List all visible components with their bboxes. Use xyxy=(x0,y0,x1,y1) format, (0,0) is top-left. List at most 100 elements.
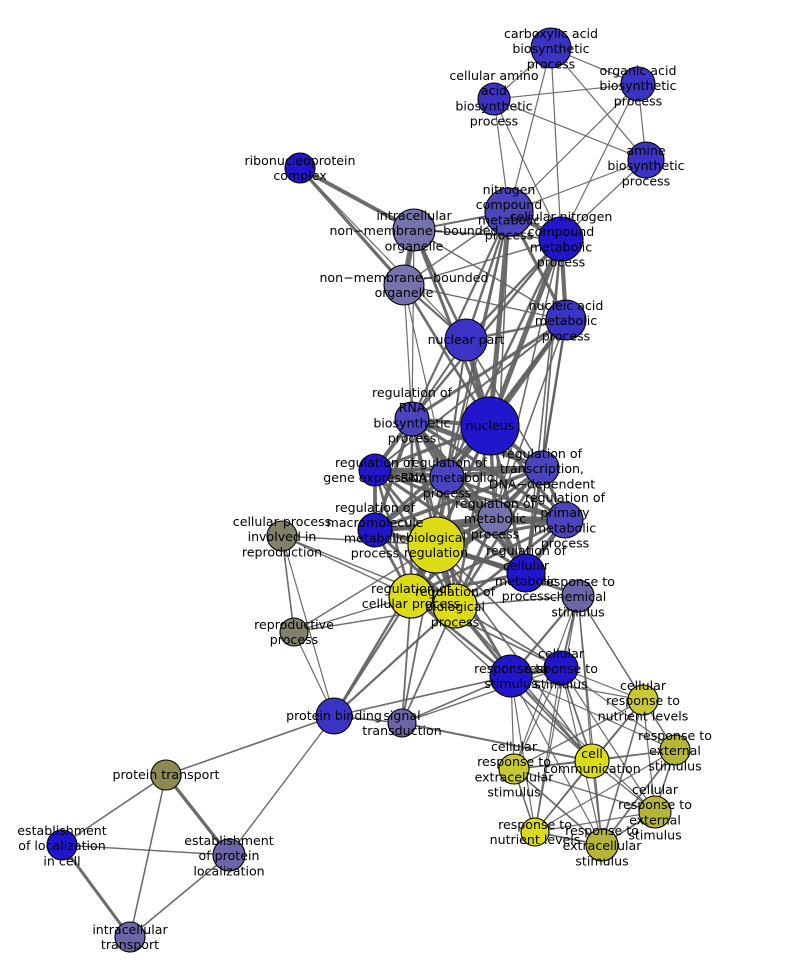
network-node[interactable] xyxy=(524,450,560,486)
network-edge[interactable] xyxy=(403,284,567,321)
network-node[interactable] xyxy=(506,553,546,593)
network-edge[interactable] xyxy=(487,209,512,429)
network-node[interactable] xyxy=(383,264,425,306)
network-edge[interactable] xyxy=(298,166,416,232)
network-node[interactable] xyxy=(46,829,78,861)
network-edge[interactable] xyxy=(513,667,562,770)
network-edge[interactable] xyxy=(332,594,413,718)
network-edge[interactable] xyxy=(453,424,492,608)
network-edge[interactable] xyxy=(550,47,562,240)
network-edge[interactable] xyxy=(401,544,437,724)
network-node[interactable] xyxy=(358,453,392,487)
network-edge[interactable] xyxy=(513,768,603,846)
network-node[interactable] xyxy=(212,838,246,872)
network-edge[interactable] xyxy=(401,667,562,724)
network-node[interactable] xyxy=(392,208,436,252)
network-node[interactable] xyxy=(407,516,465,574)
network-edge[interactable] xyxy=(601,749,676,846)
network-node[interactable] xyxy=(574,743,610,779)
network-node[interactable] xyxy=(150,759,182,791)
network-node[interactable] xyxy=(477,82,511,116)
network-node[interactable] xyxy=(460,396,520,456)
network-node[interactable] xyxy=(315,697,353,735)
network-node[interactable] xyxy=(489,654,533,698)
network-edge[interactable] xyxy=(508,47,552,213)
network-edge[interactable] xyxy=(333,675,512,717)
network-node[interactable] xyxy=(284,152,316,184)
network-node[interactable] xyxy=(561,579,595,613)
network-edge[interactable] xyxy=(281,535,295,633)
network-edge[interactable] xyxy=(510,675,676,751)
network-edge[interactable] xyxy=(403,238,562,286)
network-edge[interactable] xyxy=(560,83,639,240)
network-edge[interactable] xyxy=(164,773,231,857)
network-edge[interactable] xyxy=(494,319,567,519)
node-layer[interactable] xyxy=(46,27,691,953)
network-edge[interactable] xyxy=(129,854,230,938)
network-edge[interactable] xyxy=(510,675,656,813)
network-node[interactable] xyxy=(638,795,672,829)
network-node[interactable] xyxy=(585,828,619,862)
network-node[interactable] xyxy=(538,216,584,262)
network-edge[interactable] xyxy=(601,699,644,846)
network-edge[interactable] xyxy=(409,417,414,598)
network-edge[interactable] xyxy=(487,236,564,429)
network-edge[interactable] xyxy=(299,167,467,341)
network-node[interactable] xyxy=(357,512,393,548)
network-edge[interactable] xyxy=(60,843,132,939)
network-node[interactable] xyxy=(266,520,298,552)
network-edge[interactable] xyxy=(550,47,647,161)
network-edge[interactable] xyxy=(410,210,511,421)
network-edge[interactable] xyxy=(228,715,335,856)
network-edge[interactable] xyxy=(510,675,536,833)
network-node[interactable] xyxy=(114,921,146,953)
network-edge[interactable] xyxy=(560,667,676,751)
network-edge[interactable] xyxy=(410,237,563,421)
network-edge[interactable] xyxy=(401,722,593,762)
network-edge[interactable] xyxy=(61,844,230,856)
network-edge[interactable] xyxy=(513,768,656,813)
network-edge[interactable] xyxy=(445,475,567,522)
network-edge[interactable] xyxy=(560,667,656,813)
network-node[interactable] xyxy=(520,817,550,847)
network-node[interactable] xyxy=(498,753,530,785)
network-node[interactable] xyxy=(659,734,691,766)
network-edge[interactable] xyxy=(534,749,676,833)
network-node[interactable] xyxy=(394,401,430,437)
network-edge[interactable] xyxy=(577,595,603,846)
network-edge[interactable] xyxy=(410,318,568,421)
network-node[interactable] xyxy=(545,299,587,341)
network-node[interactable] xyxy=(444,318,488,362)
network-edge[interactable] xyxy=(165,715,335,776)
network-node[interactable] xyxy=(388,573,434,619)
network-node[interactable] xyxy=(627,684,659,716)
network-edge[interactable] xyxy=(435,544,593,762)
network-node[interactable] xyxy=(387,708,417,738)
network-edge[interactable] xyxy=(281,535,412,597)
network-edge[interactable] xyxy=(409,518,567,598)
network-node[interactable] xyxy=(627,141,665,179)
network-edge[interactable] xyxy=(413,229,562,240)
network-edge[interactable] xyxy=(493,83,639,100)
network-edge[interactable] xyxy=(403,284,413,420)
network-node[interactable] xyxy=(543,650,579,686)
network-edge[interactable] xyxy=(332,604,457,718)
network-edge[interactable] xyxy=(298,166,406,287)
network-edge[interactable] xyxy=(493,98,647,161)
network-edge[interactable] xyxy=(534,811,656,833)
network-edge[interactable] xyxy=(541,238,562,469)
network-edge[interactable] xyxy=(61,774,167,846)
network-node[interactable] xyxy=(484,187,534,237)
network-node[interactable] xyxy=(477,500,513,536)
network-edge[interactable] xyxy=(508,83,639,213)
network-edge[interactable] xyxy=(513,699,644,770)
network-edge[interactable] xyxy=(642,699,656,813)
network-edge[interactable] xyxy=(510,675,603,846)
network-edge[interactable] xyxy=(493,98,562,240)
network-node[interactable] xyxy=(530,27,572,69)
network-edge[interactable] xyxy=(281,535,335,717)
network-edge[interactable] xyxy=(129,774,167,938)
network-edge[interactable] xyxy=(413,229,567,321)
